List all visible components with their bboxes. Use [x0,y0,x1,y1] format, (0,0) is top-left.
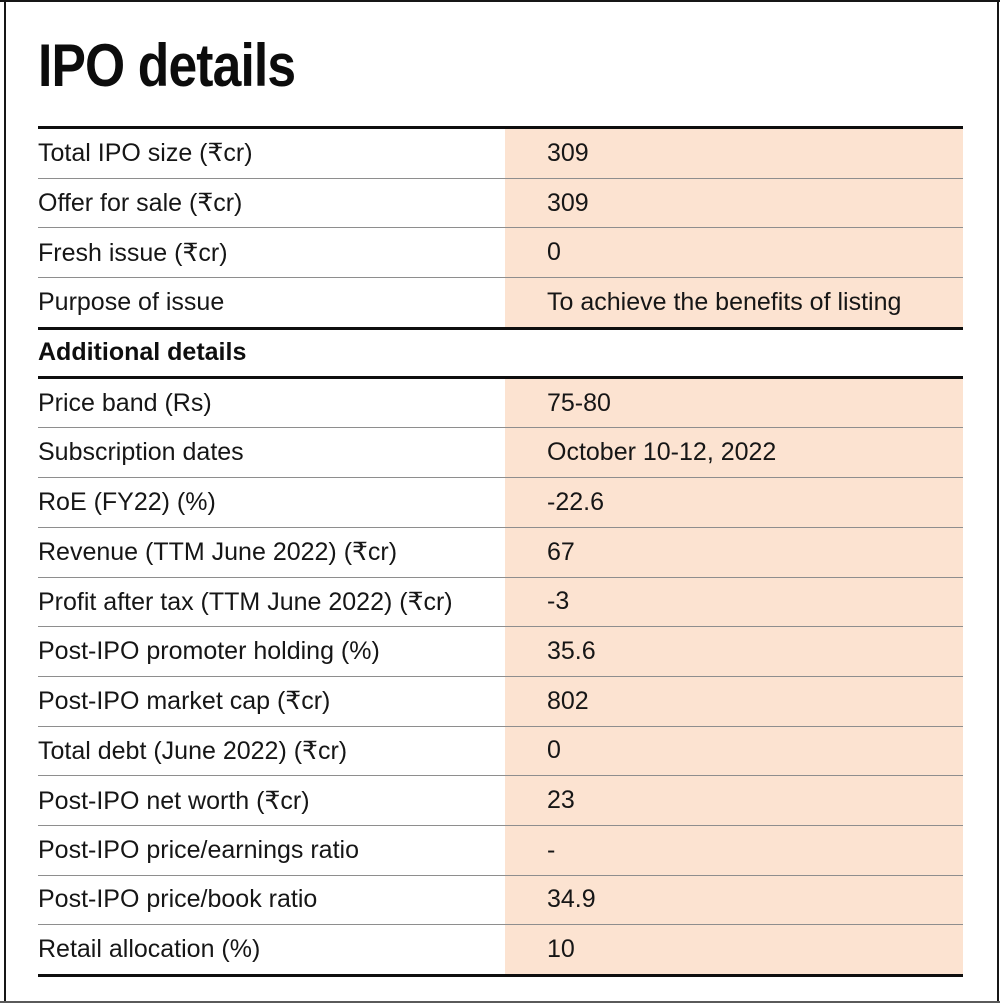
row-value: October 10-12, 2022 [505,428,963,478]
page-title: IPO details [38,32,296,99]
row-label: Price band (Rs) [38,388,505,418]
section-heading: Additional details [38,326,963,379]
table-row: Retail allocation (%) 10 [38,924,963,974]
row-value: -3 [505,577,963,627]
table-row: Subscription dates October 10-12, 2022 [38,427,963,478]
row-label: Total IPO size (₹cr) [38,138,505,169]
row-label: Revenue (TTM June 2022) (₹cr) [38,537,505,568]
row-label: Retail allocation (%) [38,935,505,965]
row-value: 67 [505,527,963,577]
row-label: RoE (FY22) (%) [38,487,505,517]
row-value: 309 [505,129,963,178]
table-row: Revenue (TTM June 2022) (₹cr) 67 [38,526,963,577]
row-value: - [505,825,963,875]
row-label: Post-IPO price/earnings ratio [38,835,505,865]
row-label: Subscription dates [38,438,505,468]
table-row: Post-IPO promoter holding (%) 35.6 [38,626,963,676]
row-label: Profit after tax (TTM June 2022) (₹cr) [38,586,505,617]
row-value: 0 [505,726,963,776]
row-label: Post-IPO net worth (₹cr) [38,785,505,816]
table-row: Post-IPO net worth (₹cr) 23 [38,775,963,825]
row-label: Post-IPO promoter holding (%) [38,637,505,667]
table-row: Post-IPO price/earnings ratio - [38,824,963,875]
card-border-right [997,2,999,1001]
row-label: Offer for sale (₹cr) [38,188,505,219]
row-label: Purpose of issue [38,287,505,317]
row-value: 0 [505,228,963,278]
table-row: Fresh issue (₹cr) 0 [38,227,963,278]
ipo-details-table: Total IPO size (₹cr) 309 Offer for sale (₹… [38,126,963,977]
row-value: 35.6 [505,627,963,676]
table-row: Profit after tax (TTM June 2022) (₹cr) -3 [38,576,963,627]
card-content: IPO details Total IPO size (₹cr) 309 Offer… [38,2,963,977]
table-row: Post-IPO price/book ratio 34.9 [38,874,963,925]
card-header: IPO details [38,2,963,126]
row-label: Total debt (June 2022) (₹cr) [38,735,505,766]
card-border-left [4,2,6,1001]
row-value: 75-80 [505,378,963,428]
row-label: Post-IPO price/book ratio [38,885,505,915]
row-label: Post-IPO market cap (₹cr) [38,686,505,717]
table-row: Total IPO size (₹cr) 309 [38,129,963,178]
row-value: 309 [505,178,963,228]
row-value: 23 [505,776,963,825]
row-value: -22.6 [505,478,963,527]
table-row: RoE (FY22) (%) -22.6 [38,477,963,527]
row-value: 802 [505,676,963,726]
row-value: 10 [505,925,963,974]
table-row: Total debt (June 2022) (₹cr) 0 [38,725,963,776]
table-row: Offer for sale (₹cr) 309 [38,177,963,228]
row-value: To achieve the benefits of listing [505,278,963,327]
table-row: Post-IPO market cap (₹cr) 802 [38,675,963,726]
table-row: Purpose of issue To achieve the benefits … [38,277,963,327]
row-label: Fresh issue (₹cr) [38,237,505,268]
table-row: Price band (Rs) 75-80 [38,378,963,428]
row-value: 34.9 [505,875,963,925]
